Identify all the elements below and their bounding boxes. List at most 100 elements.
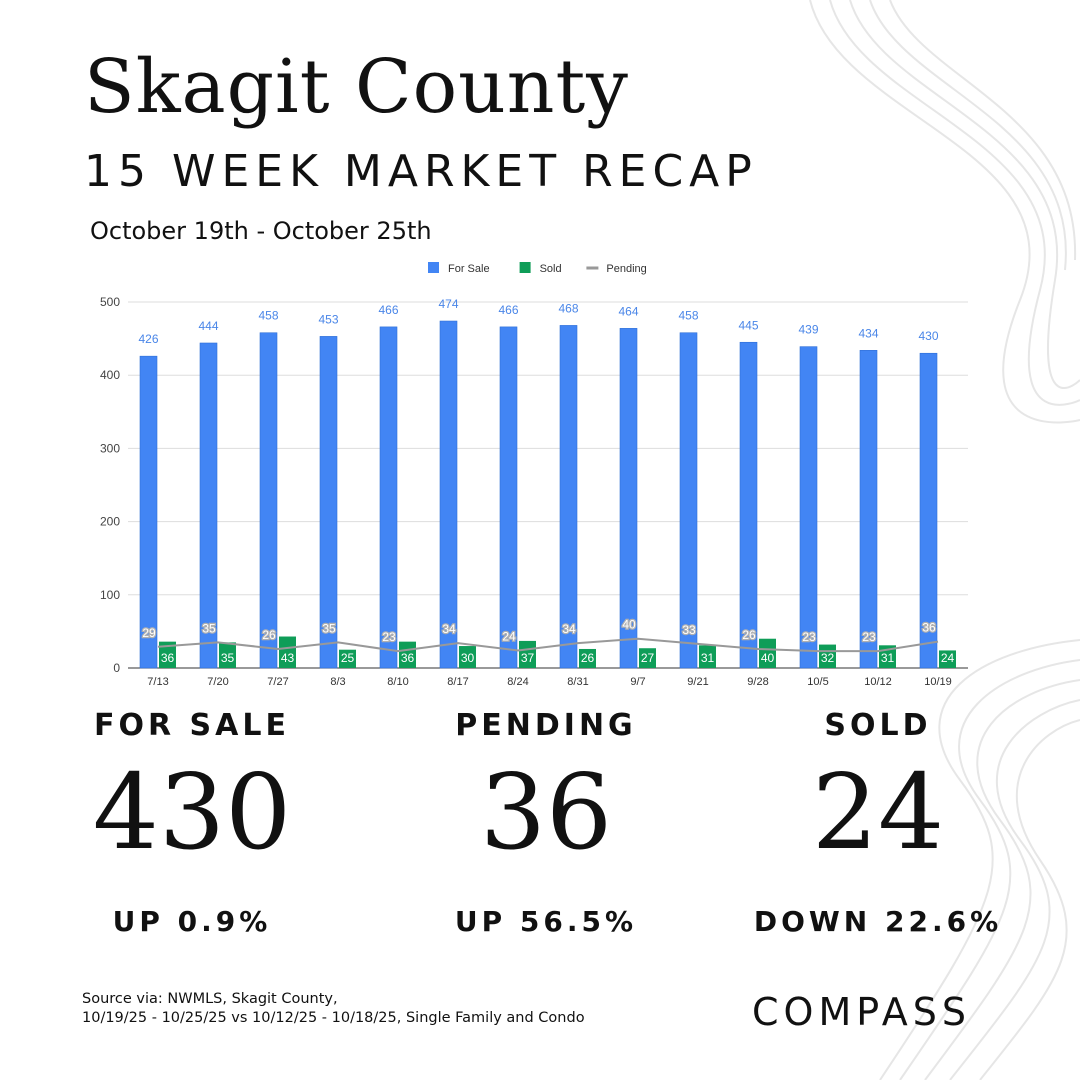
x-tick-label: 10/19 bbox=[924, 676, 952, 688]
date-range: October 19th - October 25th bbox=[90, 217, 432, 245]
stat-pending: PENDING 36 UP 56.5% bbox=[396, 708, 696, 938]
data-label-pending: 26 bbox=[262, 628, 276, 642]
bar-sold bbox=[399, 641, 416, 668]
bar-sold bbox=[759, 638, 776, 668]
data-label-for-sale: 474 bbox=[438, 297, 458, 311]
page-title: Skagit County bbox=[84, 44, 629, 130]
bar-sold bbox=[159, 641, 176, 668]
bar-for-sale bbox=[499, 326, 518, 669]
y-tick-label: 200 bbox=[100, 515, 120, 529]
stat-for-sale-label: FOR SALE bbox=[94, 708, 290, 743]
bar-for-sale bbox=[919, 352, 938, 669]
data-label-for-sale: 468 bbox=[558, 301, 578, 315]
stat-sold-value: 24 bbox=[811, 751, 945, 873]
data-label-sold: 37 bbox=[521, 651, 535, 665]
data-label-for-sale: 464 bbox=[618, 304, 638, 318]
x-tick-label: 8/17 bbox=[447, 676, 468, 688]
stat-for-sale-value: 430 bbox=[92, 751, 292, 873]
bar-for-sale bbox=[619, 328, 638, 669]
data-label-for-sale: 466 bbox=[498, 303, 518, 317]
x-tick-label: 8/10 bbox=[387, 676, 408, 688]
data-label-pending: 33 bbox=[682, 623, 696, 637]
data-label-pending: 24 bbox=[502, 629, 516, 643]
x-tick-label: 10/5 bbox=[807, 676, 828, 688]
data-label-pending: 26 bbox=[742, 628, 756, 642]
x-tick-label: 9/28 bbox=[747, 676, 768, 688]
data-label-for-sale: 426 bbox=[138, 332, 158, 346]
stat-sold: SOLD 24 DOWN 22.6% bbox=[728, 708, 1028, 938]
data-label-for-sale: 445 bbox=[738, 318, 758, 332]
data-label-pending: 23 bbox=[862, 630, 876, 644]
data-label-sold: 31 bbox=[701, 651, 715, 665]
legend-label: Pending bbox=[606, 263, 646, 275]
data-label-pending: 23 bbox=[382, 630, 396, 644]
data-label-sold: 35 bbox=[221, 651, 235, 665]
bar-sold bbox=[519, 640, 536, 668]
stat-for-sale-change: UP 0.9% bbox=[112, 905, 272, 939]
bar-for-sale bbox=[859, 350, 878, 669]
x-tick-label: 7/20 bbox=[207, 676, 228, 688]
data-label-pending: 29 bbox=[142, 626, 156, 640]
source-line-2: 10/19/25 - 10/25/25 vs 10/12/25 - 10/18/… bbox=[82, 1010, 585, 1026]
x-tick-label: 7/27 bbox=[267, 676, 288, 688]
data-label-sold: 36 bbox=[401, 651, 415, 665]
bar-for-sale bbox=[139, 355, 158, 669]
bar-sold bbox=[639, 648, 656, 668]
x-tick-label: 9/21 bbox=[687, 676, 708, 688]
bar-for-sale bbox=[379, 326, 398, 669]
y-tick-label: 100 bbox=[100, 588, 120, 602]
bar-for-sale bbox=[199, 342, 218, 669]
bar-for-sale bbox=[439, 320, 458, 669]
data-label-for-sale: 444 bbox=[198, 319, 218, 333]
data-label-sold: 36 bbox=[161, 651, 175, 665]
x-tick-label: 9/7 bbox=[630, 676, 645, 688]
data-label-for-sale: 458 bbox=[258, 309, 278, 323]
market-chart: 0 100 200 300 400 500 426 444 458 453 466 474 466 468… bbox=[100, 262, 968, 688]
line-pending bbox=[157, 637, 939, 653]
stat-for-sale: FOR SALE 430 UP 0.9% bbox=[42, 708, 342, 938]
data-label-pending: 36 bbox=[922, 621, 936, 635]
data-label-pending: 35 bbox=[202, 621, 216, 635]
y-tick-label: 500 bbox=[100, 295, 120, 309]
x-tick-label: 7/13 bbox=[147, 676, 168, 688]
data-label-sold: 27 bbox=[641, 651, 655, 665]
y-tick-label: 0 bbox=[113, 661, 120, 675]
x-tick-label: 8/24 bbox=[507, 676, 528, 688]
data-label-for-sale: 453 bbox=[318, 312, 338, 326]
bar-for-sale bbox=[319, 336, 338, 669]
data-label-sold: 26 bbox=[581, 651, 595, 665]
data-label-pending: 34 bbox=[562, 622, 576, 636]
bar-for-sale bbox=[799, 346, 818, 669]
source-line-1: Source via: NWMLS, Skagit County, bbox=[82, 991, 338, 1007]
y-tick-label: 400 bbox=[100, 368, 120, 382]
data-label-for-sale: 439 bbox=[798, 323, 818, 337]
data-label-sold: 32 bbox=[821, 651, 835, 665]
stat-sold-label: SOLD bbox=[824, 708, 932, 743]
data-label-for-sale: 458 bbox=[678, 309, 698, 323]
bar-for-sale bbox=[679, 332, 698, 669]
data-label-sold: 30 bbox=[461, 651, 475, 665]
source-note: Source via: NWMLS, Skagit County, 10/19/… bbox=[82, 990, 585, 1028]
data-label-sold: 40 bbox=[761, 651, 775, 665]
bar-for-sale bbox=[259, 332, 278, 669]
x-tick-label: 8/3 bbox=[330, 676, 345, 688]
y-tick-label: 300 bbox=[100, 441, 120, 455]
data-label-pending: 35 bbox=[322, 621, 336, 635]
bar-sold bbox=[339, 649, 356, 668]
data-label-pending: 34 bbox=[442, 622, 456, 636]
x-tick-label: 8/31 bbox=[567, 676, 588, 688]
legend-label: For Sale bbox=[448, 263, 490, 275]
stat-pending-value: 36 bbox=[479, 751, 613, 873]
legend-label: Sold bbox=[540, 263, 562, 275]
bar-for-sale bbox=[739, 341, 758, 669]
legend-swatch bbox=[519, 262, 531, 273]
data-label-for-sale: 434 bbox=[858, 326, 878, 340]
data-label-for-sale: 430 bbox=[918, 329, 938, 343]
stat-pending-change: UP 56.5% bbox=[454, 905, 638, 939]
page-subtitle: 15 WEEK MARKET RECAP bbox=[84, 146, 758, 197]
data-label-pending: 23 bbox=[802, 630, 816, 644]
bar-sold bbox=[219, 642, 236, 668]
bar-for-sale bbox=[559, 325, 578, 669]
data-label-sold: 25 bbox=[341, 651, 355, 665]
